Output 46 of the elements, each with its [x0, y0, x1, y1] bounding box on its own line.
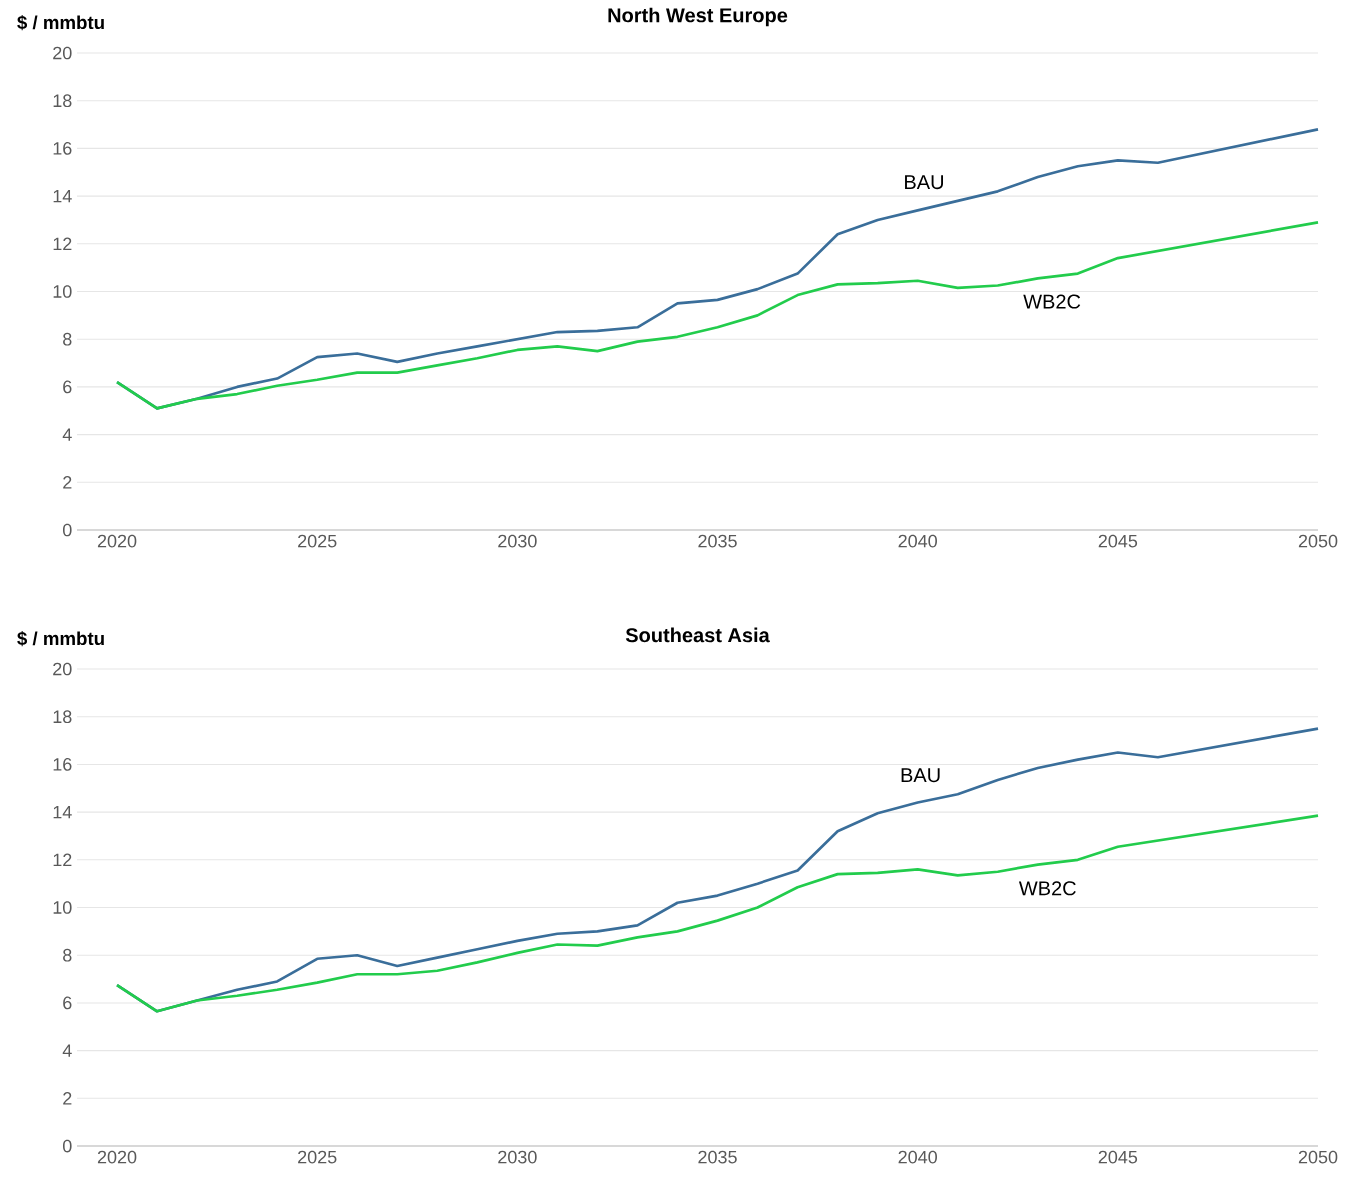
- x-tick-label: 2030: [498, 534, 537, 548]
- x-tick-label: 2025: [298, 534, 337, 548]
- y-tick-label: 12: [53, 237, 72, 251]
- chart-title: Southeast Asia: [625, 627, 770, 643]
- x-tick-label: 2035: [698, 1150, 737, 1164]
- x-tick-label: 2040: [898, 534, 937, 548]
- x-tick-label: 2040: [898, 1150, 937, 1164]
- series-label: WB2C: [1023, 294, 1081, 309]
- chart-title: North West Europe: [608, 7, 788, 27]
- y-tick-label: 14: [53, 805, 72, 819]
- y-axis-title: $ / mmbtu: [17, 15, 104, 31]
- line-series: [115, 814, 1320, 1013]
- y-axis-title: $ / mmbtu: [17, 631, 104, 647]
- y-tick-label: 4: [62, 1044, 72, 1057]
- series-label: BAU: [901, 768, 940, 783]
- line-series: [115, 221, 1320, 410]
- series-label: BAU: [905, 175, 943, 190]
- x-tick-label: 2050: [1298, 1150, 1338, 1164]
- x-tick-label: 2020: [97, 1150, 137, 1164]
- x-tick-label: 2045: [1098, 1150, 1138, 1164]
- y-tick-label: 0: [62, 1139, 72, 1153]
- y-tick-label: 8: [63, 332, 72, 346]
- x-tick-label: 2045: [1098, 534, 1138, 548]
- y-tick-label: 12: [53, 853, 72, 867]
- y-tick-label: 20: [53, 662, 72, 676]
- x-tick-label: 2035: [698, 534, 737, 548]
- y-tick-label: 8: [63, 948, 72, 962]
- y-tick-label: 10: [53, 285, 72, 298]
- x-tick-label: 2025: [298, 1150, 337, 1164]
- y-tick-label: 20: [53, 46, 72, 60]
- x-tick-label: 2020: [97, 534, 137, 548]
- y-tick-label: 0: [62, 523, 72, 537]
- y-tick-label: 2: [63, 1092, 72, 1105]
- y-tick-label: 18: [53, 94, 72, 108]
- y-tick-label: 6: [63, 380, 72, 394]
- x-tick-label: 2050: [1298, 534, 1338, 548]
- y-tick-label: 10: [53, 901, 72, 914]
- y-tick-label: 18: [53, 710, 72, 724]
- y-tick-label: 16: [53, 758, 72, 771]
- y-tick-label: 16: [53, 142, 72, 155]
- series-label: WB2C: [1018, 881, 1076, 896]
- y-tick-label: 6: [63, 996, 72, 1010]
- y-tick-label: 2: [63, 476, 72, 489]
- y-tick-label: 14: [53, 189, 72, 203]
- y-tick-label: 4: [62, 428, 72, 441]
- x-tick-label: 2030: [498, 1150, 537, 1164]
